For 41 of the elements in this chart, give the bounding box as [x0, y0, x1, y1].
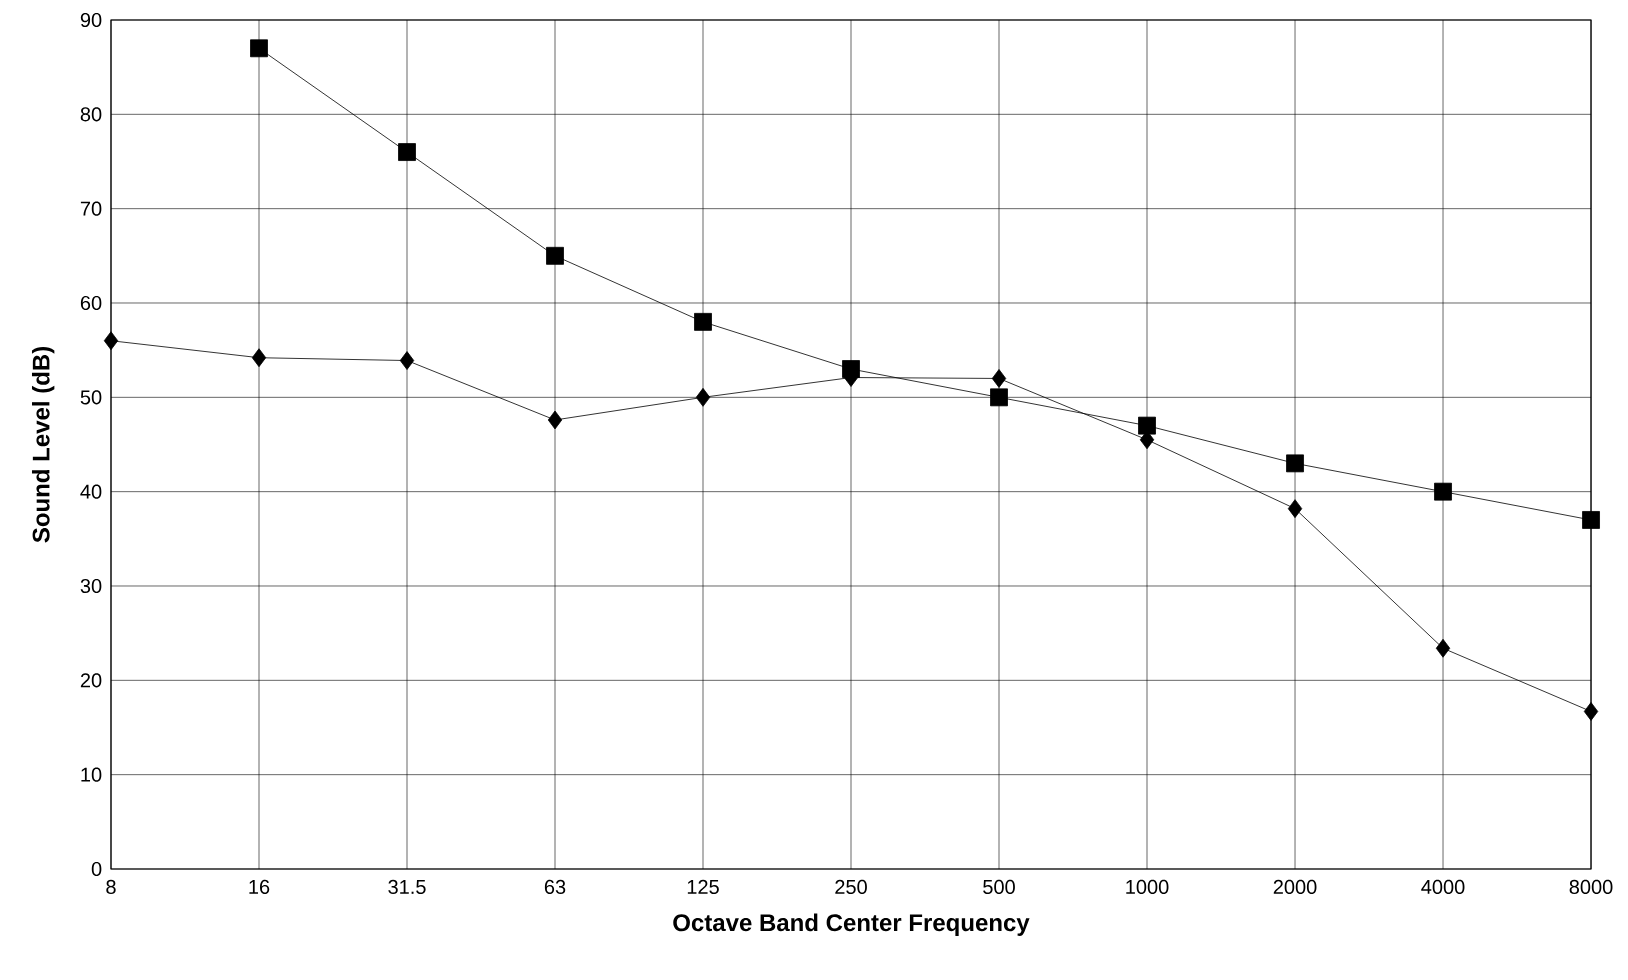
y-tick-label: 10 — [81, 767, 102, 782]
y-tick-label: 60 — [80, 295, 102, 311]
y-axis-title: Sound Level (dB) — [31, 347, 55, 543]
point — [1138, 416, 1156, 435]
point — [250, 39, 268, 58]
point — [695, 387, 711, 407]
point — [1582, 511, 1600, 529]
point — [1286, 454, 1304, 473]
point — [547, 410, 563, 430]
x-tick-label: 250 — [835, 879, 867, 895]
point — [1287, 499, 1303, 519]
point — [398, 143, 416, 161]
point — [251, 348, 267, 368]
point — [694, 312, 712, 331]
x-axis-title: Octave Band Center Frequency — [673, 913, 1030, 936]
x-tick-label: 8000 — [1569, 879, 1613, 895]
point — [1435, 638, 1451, 658]
point — [399, 351, 415, 370]
point — [991, 369, 1007, 388]
y-tick-label: 70 — [80, 201, 102, 216]
x-tick-label: 500 — [983, 879, 1015, 895]
x-tick-label: 125 — [687, 879, 719, 895]
x-tick-label: 4000 — [1421, 879, 1465, 895]
x-tick-label: 8 — [106, 879, 116, 895]
point — [990, 388, 1008, 407]
y-tick-label: 80 — [80, 107, 102, 122]
x-tick-label: 31.5 — [388, 879, 426, 895]
point — [1434, 482, 1452, 501]
y-tick-label: 30 — [80, 578, 102, 594]
y-tick-label: 90 — [80, 12, 102, 28]
y-tick-label: 50 — [80, 390, 102, 405]
x-tick-label: 1000 — [1126, 879, 1169, 895]
y-tick-label: 20 — [80, 673, 102, 688]
point — [103, 331, 119, 351]
y-tick-label: 40 — [80, 484, 102, 499]
point — [1583, 702, 1599, 721]
x-tick-label: 63 — [544, 879, 566, 895]
y-tick-label: 0 — [91, 861, 102, 877]
x-tick-label: 16 — [249, 879, 270, 895]
point — [546, 246, 564, 265]
x-tick-label: 2000 — [1273, 879, 1317, 895]
